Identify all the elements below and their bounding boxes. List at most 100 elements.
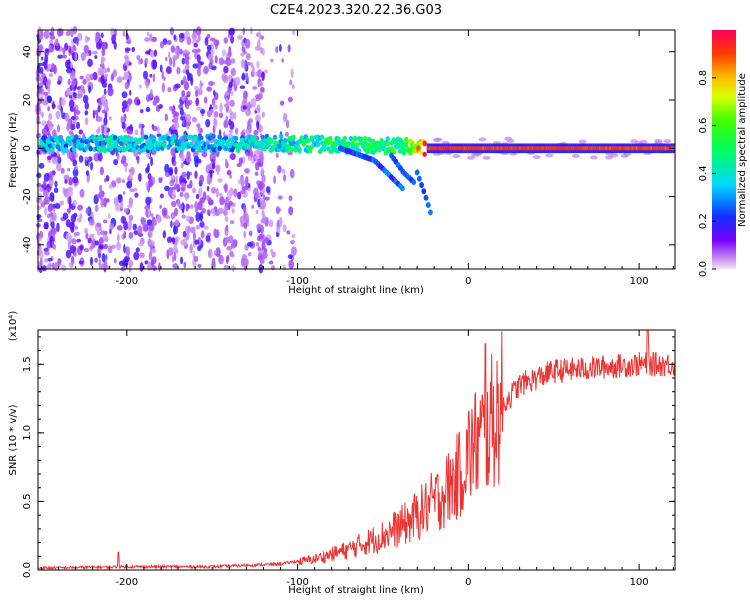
heatmap-cell [297, 146, 302, 152]
heatmap-cell [55, 203, 61, 210]
heatmap-cell [610, 153, 619, 158]
heatmap-cell [234, 76, 241, 86]
heatmap-cell [165, 56, 168, 62]
heatmap-cell [187, 100, 191, 106]
heatmap-cell [182, 238, 188, 247]
heatmap-cell [494, 146, 497, 151]
heatmap-cell [272, 134, 278, 140]
colorbar-tick-label: 0.6 [698, 118, 709, 134]
heatmap-cell [128, 214, 134, 222]
heatmap-cell [237, 34, 243, 40]
heatmap-cell [209, 171, 213, 179]
heatmap-cell [271, 251, 276, 258]
heatmap-cell [207, 53, 214, 61]
heatmap-cell [492, 146, 495, 151]
heatmap-cell [223, 131, 226, 137]
heatmap-cell [532, 155, 541, 160]
heatmap-cell [248, 230, 253, 237]
heatmap-cell [654, 146, 657, 151]
heatmap-cell [110, 74, 114, 82]
heatmap-cell [288, 206, 294, 216]
heatmap-cell [582, 146, 585, 151]
heatmap-cell [36, 132, 42, 139]
heatmap-cell [246, 62, 251, 66]
heatmap-cell [243, 258, 250, 266]
heatmap-cell [181, 214, 186, 219]
heatmap-cell [240, 178, 245, 188]
heatmap-cell [75, 104, 79, 112]
heatmap-cell [226, 170, 232, 175]
heatmap-cell [291, 134, 296, 140]
heatmap-cell [67, 207, 71, 214]
heatmap-cell [162, 230, 167, 239]
heatmap-cell [79, 244, 84, 251]
heatmap-cell [639, 139, 648, 144]
heatmap-cell [118, 260, 125, 267]
heatmap-cell [97, 231, 101, 236]
heatmap-cell [203, 225, 209, 230]
heatmap-cell [241, 59, 244, 68]
heatmap-cell [660, 146, 663, 151]
heatmap-cell [486, 146, 489, 151]
heatmap-ridge-layer [39, 133, 675, 157]
y-tick-label: -40 [22, 237, 33, 253]
heatmap-cell [123, 230, 127, 239]
heatmap-cell [69, 261, 74, 269]
heatmap-cell [65, 31, 71, 37]
heatmap-cell [520, 146, 524, 151]
heatmap-cell [401, 147, 407, 153]
heatmap-cell [113, 159, 119, 166]
heatmap-cell [57, 156, 62, 164]
heatmap-cell [65, 249, 72, 259]
heatmap-cell [213, 89, 216, 96]
heatmap-cell [90, 241, 95, 249]
heatmap-cell [150, 156, 154, 167]
heatmap-cell [68, 196, 72, 206]
heatmap-cell [210, 208, 216, 214]
heatmap-cell [211, 133, 216, 139]
heatmap-cell [559, 146, 563, 151]
heatmap-cell [84, 101, 90, 110]
heatmap-cell [260, 166, 264, 177]
heatmap-cell [196, 54, 201, 63]
heatmap-cell [553, 146, 556, 151]
heatmap-cell [576, 146, 579, 151]
heatmap-cell [224, 183, 228, 193]
heatmap-cell [508, 146, 511, 151]
heatmap-cell [181, 119, 185, 125]
heatmap-cell [641, 146, 645, 151]
heatmap-cell [76, 238, 82, 243]
heatmap-cell [107, 212, 111, 219]
heatmap-cell [287, 44, 291, 53]
heatmap-cell [257, 246, 262, 252]
heatmap-cell [291, 29, 296, 36]
heatmap-cell [89, 233, 95, 240]
heatmap-cell [182, 134, 188, 141]
heatmap-cell [144, 37, 150, 42]
heatmap-cell [82, 78, 87, 85]
heatmap-cell [354, 142, 360, 148]
x-tick-label: 100 [630, 276, 649, 287]
heatmap-cell [132, 223, 138, 231]
heatmap-cell [263, 237, 270, 243]
heatmap-cell [84, 156, 89, 161]
figure-title: C2E4.2023.320.22.36.G03 [270, 3, 442, 18]
heatmap-cell [218, 57, 225, 66]
heatmap-cell [208, 197, 212, 203]
heatmap-cell [100, 32, 104, 39]
heatmap-cell [128, 232, 134, 240]
heatmap-cell [213, 118, 218, 127]
heatmap-cell [99, 166, 104, 176]
heatmap-cell [171, 190, 176, 200]
heatmap-cell [263, 196, 270, 201]
heatmap-cell [92, 71, 98, 81]
heatmap-cell [195, 211, 201, 222]
heatmap-cell [67, 78, 71, 86]
heatmap-cell [291, 84, 295, 89]
heatmap-cell [543, 146, 546, 151]
heatmap-cell [231, 208, 235, 214]
heatmap-cell [46, 29, 50, 38]
heatmap-cell [152, 73, 156, 83]
heatmap-cell [185, 225, 191, 233]
heatmap-cell [100, 56, 105, 66]
